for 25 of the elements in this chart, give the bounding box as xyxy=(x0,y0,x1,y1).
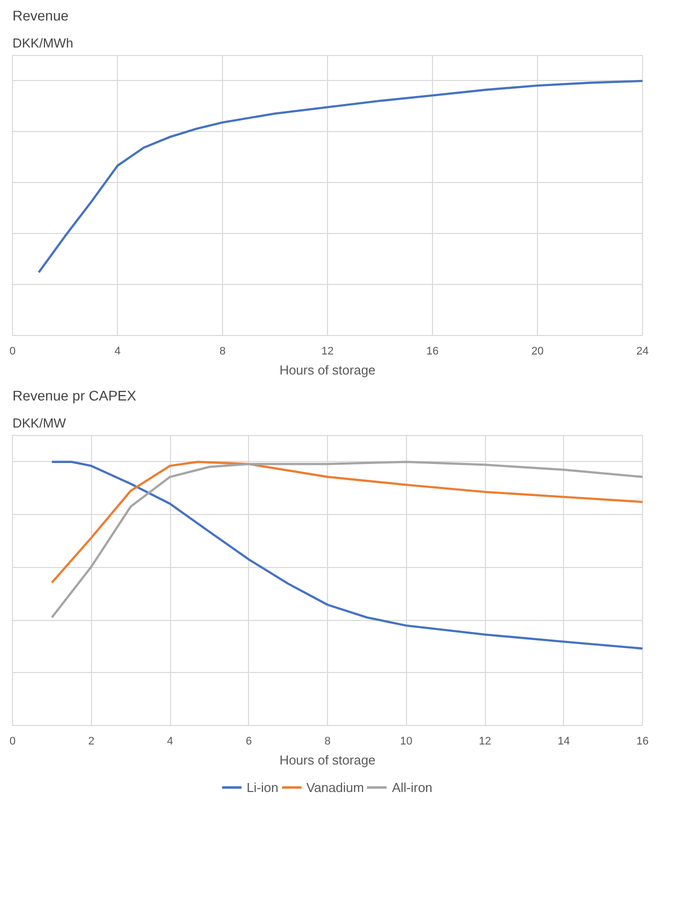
x-tick-label: 12 xyxy=(478,736,492,748)
x-tick-label: 4 xyxy=(166,736,174,748)
x-axis-title: Hours of storage xyxy=(279,752,376,768)
x-tick-label: 12 xyxy=(321,346,334,358)
x-tick-label: 8 xyxy=(324,736,331,748)
x-axis-title: Hours of storage xyxy=(279,362,376,378)
y-axis-title: DKK/MW xyxy=(12,416,67,430)
y-axis-title: DKK/MWh xyxy=(12,36,74,50)
x-tick-label: 8 xyxy=(219,346,226,358)
x-tick-label: 16 xyxy=(426,346,439,358)
x-tick-label: 0 xyxy=(9,346,16,358)
x-tick-label: 20 xyxy=(531,346,544,358)
legend-label: All-iron xyxy=(392,780,432,794)
legend-label: Vanadium xyxy=(306,780,364,794)
legend-label: Li-ion xyxy=(246,780,278,794)
chart-title: Revenue pr CAPEX xyxy=(12,388,137,404)
x-tick-label: 6 xyxy=(246,736,252,748)
x-tick-label: 24 xyxy=(636,346,649,358)
x-tick-label: 0 xyxy=(9,736,16,748)
x-tick-label: 4 xyxy=(114,346,121,358)
x-tick-label: 2 xyxy=(88,736,94,748)
x-tick-label: 14 xyxy=(558,736,570,748)
x-tick-label: 10 xyxy=(400,736,412,748)
chart-title: Revenue xyxy=(12,8,69,24)
x-tick-label: 16 xyxy=(636,736,649,748)
